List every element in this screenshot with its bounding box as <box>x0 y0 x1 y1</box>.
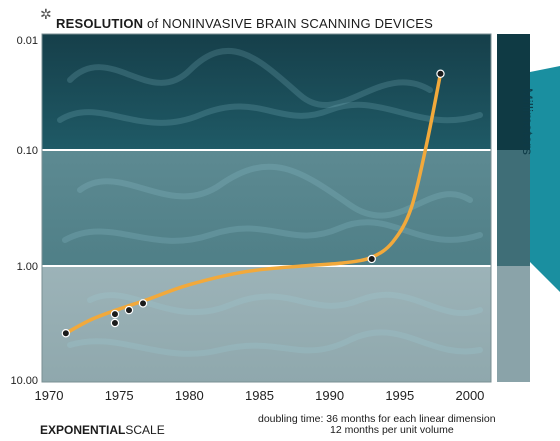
vessel-decoration-3 <box>62 219 483 244</box>
title-rest: of NONINVASIVE BRAIN SCANNING DEVICES <box>147 16 434 31</box>
data-point <box>138 299 148 308</box>
data-point <box>124 305 134 315</box>
data-point <box>367 254 376 264</box>
footnote: doubling time: 36 months for each linear… <box>258 414 496 436</box>
x-tick-label: 1975 <box>105 388 134 403</box>
y-tick-label: 10.00 <box>10 375 38 387</box>
band-bottom <box>42 266 491 382</box>
x-tick-label: 1980 <box>175 388 204 403</box>
vessel-decoration-0 <box>67 48 433 109</box>
trend-curve <box>64 71 443 336</box>
units-label: Millimeters <box>520 88 536 155</box>
band-top <box>42 34 491 150</box>
side-band-bottom <box>497 266 530 382</box>
chart-title: RESOLUTION of NONINVASIVE BRAIN SCANNING… <box>56 16 433 31</box>
vessel-decoration-4 <box>87 291 483 317</box>
y-tick-label: 0.10 <box>17 145 38 157</box>
vessel-decoration-5 <box>67 329 483 357</box>
title-strong: RESOLUTION <box>56 16 144 31</box>
y-tick-label: 1.00 <box>17 261 38 273</box>
x-tick-label: 1970 <box>35 388 64 403</box>
units-tab <box>530 66 560 292</box>
x-tick-label: 1985 <box>245 388 274 403</box>
scale-label-rest: SCALE <box>125 423 165 437</box>
vessel-decoration-2 <box>77 163 473 219</box>
data-point <box>61 329 71 338</box>
side-band-middle <box>497 150 530 266</box>
y-tick-label: 0.01 <box>17 35 38 47</box>
plot-frame <box>41 33 492 383</box>
scale-label-strong: EXPONENTIAL <box>40 423 126 437</box>
vessel-decoration-1 <box>57 101 483 126</box>
footnote-line2: 12 months per unit volume <box>330 424 454 436</box>
scale-label: EXPONENTIALSCALE <box>40 423 165 437</box>
data-point <box>436 69 445 78</box>
sparkle-icon: ✲ <box>40 6 52 22</box>
x-tick-label: 1995 <box>385 388 414 403</box>
footnote-line1: doubling time: 36 months for each linear… <box>258 413 496 425</box>
side-band-top <box>497 34 530 150</box>
band-middle <box>42 150 491 266</box>
x-tick-label: 1990 <box>315 388 344 403</box>
data-point <box>110 318 120 328</box>
x-tick-label: 2000 <box>455 388 484 403</box>
data-point <box>110 309 120 319</box>
